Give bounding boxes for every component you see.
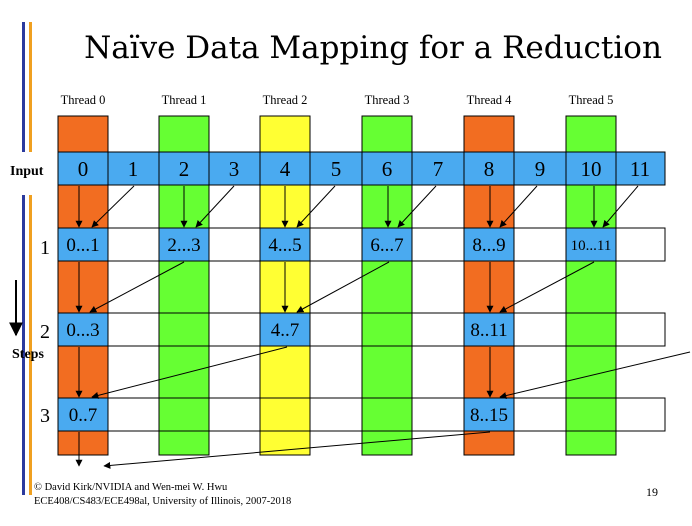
thread-label-3: Thread 3 (365, 93, 410, 107)
footer-copyright: © David Kirk/NVIDIA and Wen-mei W. Hwu (34, 482, 228, 493)
left-accent-bars (22, 22, 32, 495)
step-3-row: 3 0..7 8..15 (40, 397, 666, 432)
step-number-1: 1 (40, 237, 50, 259)
input-cell-3: 3 (229, 157, 240, 181)
step-1-cell-4: 8...9 (472, 235, 505, 256)
step-3-cell-0: 0..7 (69, 405, 98, 426)
input-cell-4: 4 (280, 157, 291, 181)
step-1-cell-3: 6...7 (370, 235, 403, 256)
input-cell-1: 1 (128, 157, 139, 181)
thread-label-2: Thread 2 (263, 93, 308, 107)
thread-label-0: Thread 0 (61, 93, 106, 107)
page-number: 19 (646, 485, 658, 499)
bar-orange-bottom (29, 195, 32, 495)
input-cell-7: 7 (433, 157, 444, 181)
footer-course: ECE408/CS483/ECE498al, University of Ill… (34, 496, 291, 507)
input-cell-5: 5 (331, 157, 342, 181)
bar-orange-top (29, 22, 32, 152)
step-2-row: 2 0...3 4..7 8..11 (40, 312, 666, 347)
bar-blue-bottom (22, 195, 25, 495)
input-cell-10: 10 (581, 157, 602, 181)
step-number-2: 2 (40, 321, 50, 343)
step-1-cell-5: 10...11 (571, 238, 612, 254)
input-cell-8: 8 (484, 157, 495, 181)
step-1-cell-2: 4...5 (268, 235, 301, 256)
bar-blue-top (22, 22, 25, 152)
input-label: Input (10, 164, 44, 179)
step-3-cell-1: 8..15 (470, 405, 508, 426)
step-2-cell-0: 0...3 (66, 320, 99, 341)
step-2-cell-2: 8..11 (470, 320, 507, 341)
thread-labels: Thread 0 Thread 1 Thread 2 Thread 3 Thre… (61, 93, 614, 107)
input-cell-2: 2 (179, 157, 190, 181)
step-2-cell-1: 4..7 (271, 320, 300, 341)
step-1-cell-1: 2...3 (167, 235, 200, 256)
page-title: Naïve Data Mapping for a Reduction (84, 30, 662, 66)
step-1-row: 1 0...1 2...3 4...5 6...7 8...9 10...11 (40, 227, 666, 262)
steps-indicator: Steps (9, 280, 44, 362)
input-cell-6: 6 (382, 157, 393, 181)
step-1-cell-0: 0...1 (66, 235, 99, 256)
steps-label: Steps (12, 347, 44, 362)
footer: © David Kirk/NVIDIA and Wen-mei W. Hwu E… (34, 482, 658, 507)
input-cell-9: 9 (535, 157, 546, 181)
reduction-arrows (75, 185, 691, 469)
thread-label-1: Thread 1 (162, 93, 207, 107)
input-cell-0: 0 (78, 157, 89, 181)
input-row: Input 0 1 2 3 4 5 6 7 8 9 10 11 (10, 151, 666, 186)
thread-label-5: Thread 5 (569, 93, 614, 107)
thread-label-4: Thread 4 (467, 93, 513, 107)
step-number-3: 3 (40, 405, 50, 427)
input-cell-11: 11 (630, 157, 650, 181)
